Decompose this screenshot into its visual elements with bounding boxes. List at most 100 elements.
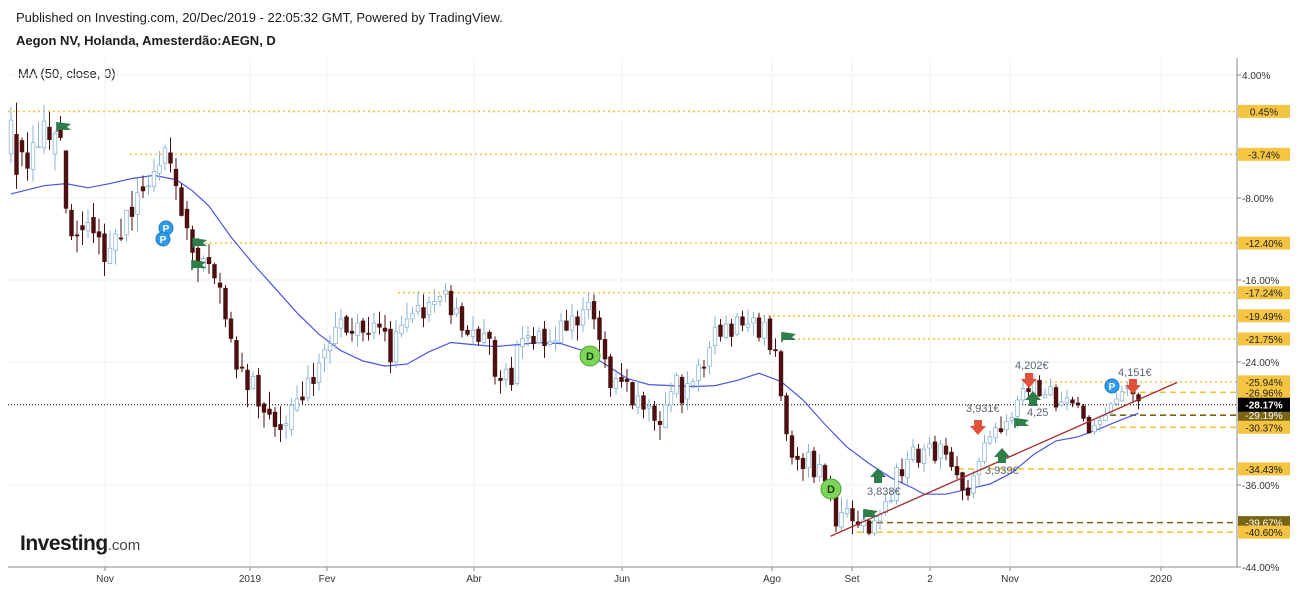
candles <box>8 102 1141 537</box>
candle <box>360 317 366 342</box>
candle-body <box>982 442 987 462</box>
candle-body <box>470 329 476 337</box>
price-annotation: 3,931€ <box>966 403 1000 415</box>
candle <box>1020 378 1026 406</box>
candle <box>718 318 723 342</box>
candle <box>965 479 971 501</box>
candle <box>987 430 993 446</box>
candle-body <box>1103 414 1108 421</box>
candle <box>899 458 905 483</box>
candle <box>954 456 960 479</box>
candle-body <box>36 146 41 149</box>
candle-body <box>278 424 283 431</box>
price-level-box <box>1238 309 1290 323</box>
x-tick-label: Nov <box>96 574 114 585</box>
candle-body <box>481 332 487 343</box>
indicator-legend[interactable]: MA (50, close, 0) <box>18 66 116 81</box>
candle <box>305 365 311 402</box>
price-level-label: -12.40% <box>1245 239 1282 250</box>
candle <box>107 230 113 265</box>
candle-body <box>591 301 597 320</box>
candle-body <box>393 330 399 363</box>
candle-body <box>1020 388 1026 401</box>
candle-body <box>294 398 300 411</box>
candle-body <box>8 119 14 155</box>
candle <box>751 311 756 336</box>
candle-body <box>217 282 223 288</box>
candle-body <box>624 379 630 382</box>
dividend-badge-circle <box>820 478 842 500</box>
candle-body <box>751 317 756 324</box>
candle <box>888 489 894 504</box>
candle-body <box>701 366 707 369</box>
candle <box>113 228 118 265</box>
candle-body <box>630 382 635 406</box>
candle-body <box>135 192 140 215</box>
candle-body <box>184 208 190 229</box>
candle <box>85 209 91 238</box>
candle <box>223 285 228 328</box>
candle-body <box>586 302 591 311</box>
candle <box>443 283 448 303</box>
candle-body <box>47 126 52 140</box>
candle <box>338 308 344 338</box>
candle-body <box>1053 387 1059 408</box>
candle-body <box>663 404 668 428</box>
candle <box>652 400 657 431</box>
candle <box>63 150 69 214</box>
candle-body <box>1086 416 1092 434</box>
candle-body <box>432 301 437 305</box>
candle <box>426 296 432 323</box>
candle-body <box>729 323 734 337</box>
candle-body <box>547 341 553 345</box>
candle-body <box>1097 420 1103 425</box>
flag-icon <box>193 238 207 246</box>
candle-body <box>718 324 723 337</box>
candle-body <box>85 222 91 232</box>
candle <box>465 325 470 337</box>
candle-body <box>927 443 932 449</box>
badge-letter: D <box>586 351 594 363</box>
candle-body <box>245 369 250 391</box>
candle <box>872 515 877 537</box>
candle-body <box>256 374 261 407</box>
candle <box>322 343 327 373</box>
candle <box>96 218 102 255</box>
candle <box>366 316 371 341</box>
candle-body <box>811 450 817 478</box>
candle <box>228 311 234 343</box>
candle <box>492 336 498 385</box>
candle-body <box>1015 399 1020 417</box>
candle <box>844 499 850 518</box>
x-tick-label: Abr <box>466 574 482 585</box>
candle <box>410 306 415 324</box>
candle-body <box>536 330 542 343</box>
candle <box>272 407 278 437</box>
candle-body <box>883 500 888 514</box>
candle-body <box>762 321 767 339</box>
candle <box>619 363 624 388</box>
candle-body <box>338 318 344 329</box>
candle <box>179 183 184 217</box>
candle <box>1081 404 1086 422</box>
candle-body <box>52 133 58 155</box>
candle-body <box>129 206 135 217</box>
candle <box>558 312 564 343</box>
candle <box>1108 401 1114 416</box>
candle-body <box>305 377 311 399</box>
candle-body <box>789 435 795 458</box>
candle <box>1075 396 1081 409</box>
candle-body <box>415 305 421 313</box>
candle <box>289 397 294 436</box>
candle-body <box>465 329 470 335</box>
candle <box>1048 378 1053 396</box>
candle <box>371 312 377 340</box>
candle <box>393 319 399 369</box>
candle <box>283 415 289 439</box>
candle-body <box>652 405 657 421</box>
candle-body <box>690 381 696 386</box>
y-tick-label: -36.00% <box>1242 481 1279 492</box>
candle-body <box>349 330 355 334</box>
